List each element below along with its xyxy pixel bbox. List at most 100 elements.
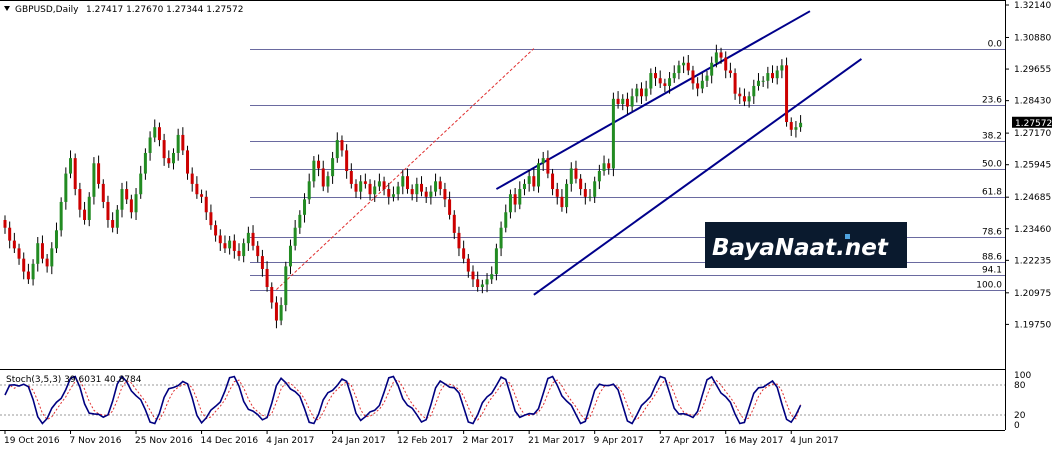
- y-tick-label: 1.24685: [1014, 193, 1051, 203]
- fib-label: 50.0: [982, 160, 1002, 170]
- candle-body: [134, 194, 138, 213]
- y-tick-label: 1.22235: [1014, 256, 1051, 266]
- candle-body: [668, 78, 672, 86]
- symbol-label: GBPUSD,Daily: [15, 5, 79, 15]
- fib-label: 0.0: [988, 40, 1003, 50]
- fib-label: 23.6: [982, 96, 1002, 106]
- watermark-text: BayaNaat.net: [712, 235, 889, 261]
- candle-body: [420, 183, 424, 192]
- x-tick-label: 27 Apr 2017: [659, 436, 715, 446]
- candle-body: [204, 196, 208, 213]
- candle-body: [471, 271, 475, 280]
- candle-body: [101, 183, 105, 202]
- candle-body: [218, 235, 222, 244]
- stoch-main-line: [4, 375, 802, 425]
- candle-body: [789, 122, 793, 130]
- candle-body: [148, 137, 152, 153]
- candle-body: [476, 279, 480, 288]
- candle-body: [317, 160, 321, 169]
- candle-body: [129, 199, 133, 213]
- x-tick-label: 14 Dec 2016: [201, 436, 259, 446]
- stoch-tick-label: 100: [1014, 371, 1031, 381]
- candle-body: [326, 176, 330, 187]
- y-tick-label: 1.28430: [1014, 97, 1051, 107]
- candle-body: [50, 248, 54, 267]
- candle-body: [775, 70, 779, 79]
- candle-body: [527, 176, 531, 184]
- candle-body: [504, 212, 508, 228]
- x-tick-label: 4 Jan 2017: [266, 436, 314, 446]
- candle-body: [153, 127, 157, 138]
- candle-body: [405, 176, 409, 190]
- candle-body: [26, 271, 30, 280]
- candle-body: [597, 171, 601, 182]
- candle-body: [434, 181, 438, 192]
- candle-body: [312, 160, 316, 182]
- candle-body: [654, 73, 658, 79]
- chart-header: GBPUSD,Daily 1.27417 1.27670 1.27344 1.2…: [4, 5, 243, 15]
- candle-body: [8, 227, 12, 241]
- candle-body: [672, 73, 676, 79]
- watermark: BayaNaat.net: [705, 222, 907, 268]
- candle-body: [705, 75, 709, 81]
- candle-body: [31, 263, 35, 280]
- x-tick-label: 24 Jan 2017: [332, 436, 386, 446]
- candle-body: [742, 96, 746, 102]
- candle-body: [382, 181, 386, 190]
- candle-body: [424, 191, 428, 197]
- candle-body: [40, 243, 44, 259]
- candle-body: [588, 196, 592, 198]
- x-tick-label: 25 Nov 2016: [135, 436, 193, 446]
- candle-body: [345, 150, 349, 172]
- candle-body: [771, 73, 775, 79]
- candle-body: [83, 209, 87, 220]
- candle-body: [293, 227, 297, 246]
- x-tick-label: 16 May 2017: [725, 436, 784, 446]
- candle-body: [462, 248, 466, 259]
- y-tick-label: 1.29655: [1014, 65, 1051, 75]
- candle-body: [565, 183, 569, 208]
- candle-body: [120, 189, 124, 210]
- y-tick-label: 1.23460: [1014, 225, 1051, 235]
- candle-body: [761, 80, 765, 82]
- x-tick-label: 9 Apr 2017: [594, 436, 644, 446]
- stoch-tick-label: 80: [1014, 381, 1026, 391]
- candle-body: [181, 134, 185, 151]
- candle-body: [284, 266, 288, 306]
- candle-body: [321, 168, 325, 187]
- candle-body: [630, 96, 634, 107]
- candle-body: [279, 305, 283, 321]
- candle-body: [785, 65, 789, 123]
- candle-body: [190, 173, 194, 184]
- candle-body: [448, 199, 452, 215]
- candle-body: [54, 230, 58, 249]
- candle-body: [780, 65, 784, 71]
- candle-body: [579, 178, 583, 190]
- candle-body: [237, 250, 241, 257]
- x-tick-label: 4 Jun 2017: [790, 436, 838, 446]
- candle-body: [616, 98, 620, 104]
- candle-body: [167, 158, 171, 164]
- fib-label: 61.8: [982, 188, 1002, 198]
- candle-body: [756, 80, 760, 86]
- candle-body: [171, 152, 175, 164]
- candle-body: [682, 62, 686, 66]
- candle-body: [387, 189, 391, 197]
- candle-body: [335, 140, 339, 159]
- candle-body: [766, 73, 770, 81]
- candle-body: [429, 191, 433, 197]
- candle-body: [401, 176, 405, 187]
- candle-body: [443, 189, 447, 200]
- candle-body: [466, 258, 470, 272]
- ohlc-values: 1.27417 1.27670 1.27344 1.27572: [86, 5, 243, 15]
- candle-body: [714, 52, 718, 63]
- candle-body: [64, 173, 68, 202]
- candle-body: [658, 78, 662, 84]
- candle-body: [260, 256, 264, 269]
- candle-body: [532, 176, 536, 187]
- last-price-badge: 1.27572: [1012, 116, 1052, 129]
- x-tick-label: 21 Mar 2017: [528, 436, 585, 446]
- candle-body: [710, 62, 714, 76]
- candle-body: [593, 181, 597, 197]
